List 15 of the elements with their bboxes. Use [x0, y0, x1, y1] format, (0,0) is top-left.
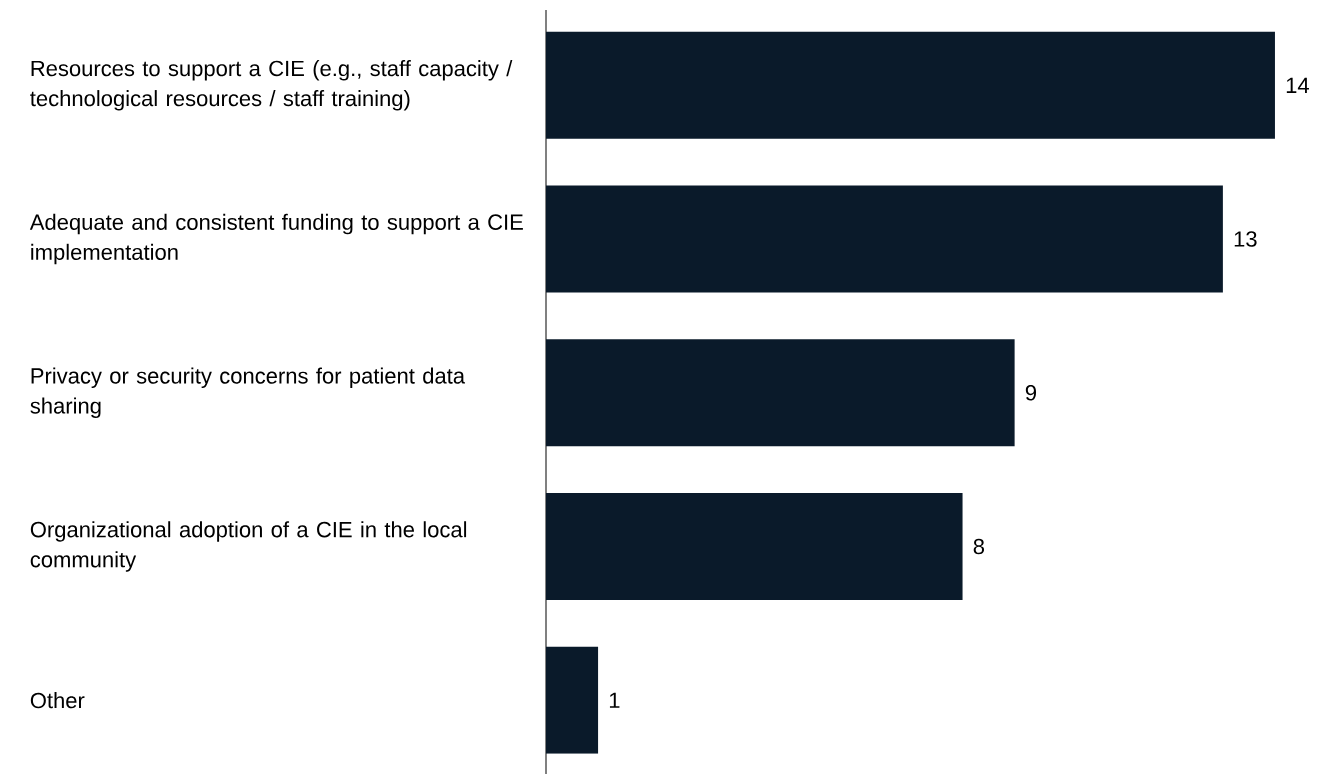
bar	[546, 646, 599, 754]
y-tick-label: Resources to support a CIE (e.g., staff capacity / technological resources / staff training)	[30, 60, 513, 111]
data-label: 8	[973, 538, 985, 555]
y-tick-label: Privacy or security concerns for patient data sharing	[30, 367, 466, 419]
data-label: 9	[1025, 384, 1037, 401]
bar	[546, 31, 1275, 139]
bar	[546, 185, 1223, 293]
bar	[546, 492, 963, 600]
data-label: 1	[609, 692, 620, 708]
y-tick-label: Other	[30, 692, 85, 709]
bar	[546, 339, 1015, 447]
y-tick-label: Organizational adoption of a CIE in the local community	[30, 521, 467, 572]
y-tick-label: Adequate and consistent funding to support a CIE implementation	[29, 213, 523, 265]
data-label: 14	[1286, 77, 1309, 93]
data-label: 13	[1234, 231, 1257, 247]
